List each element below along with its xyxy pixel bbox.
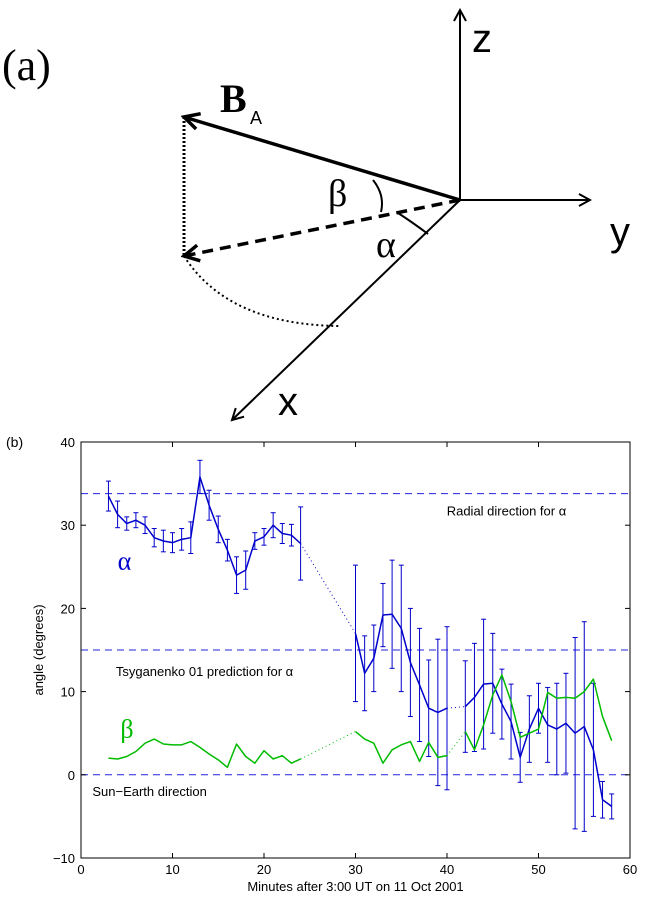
alpha-error-bar [215, 515, 221, 544]
b-vector-arrow [184, 117, 461, 202]
alpha-error-bar [151, 528, 157, 548]
x-axis-label: x [278, 380, 298, 424]
y-tick-label: −10 [53, 851, 75, 866]
alpha-error-bar [490, 632, 496, 734]
x-tick-label: 40 [440, 862, 454, 877]
alpha-error-bar [536, 682, 541, 734]
x-tick-label: 60 [623, 862, 637, 877]
y-tick-label: 0 [68, 768, 75, 783]
x-axis-title: Minutes after 3:00 UT on 11 Oct 2001 [247, 879, 463, 894]
alpha-error-bar [105, 480, 111, 512]
beta-series-label: β [120, 714, 133, 743]
alpha-error-bar [270, 512, 276, 539]
y-tick-label: 20 [61, 601, 75, 616]
x-tick-label: 0 [77, 862, 84, 877]
y-axis-label: y [610, 210, 630, 254]
alpha-error-bar [188, 521, 194, 554]
y-tick-label: 40 [61, 435, 75, 450]
alpha-error-bar [224, 538, 230, 562]
sun-earth-direction-label: Sun−Earth direction [92, 784, 207, 799]
x-axis-arrow [232, 199, 461, 420]
panel-a-label: (a) [2, 41, 51, 90]
alpha-error-bar [197, 459, 203, 495]
alpha-error-bar [362, 635, 368, 712]
alpha-error-bar [353, 564, 358, 703]
alpha-error-bar [609, 793, 615, 820]
beta-series-line [108, 738, 301, 769]
alpha-error-bar [380, 582, 386, 648]
alpha-error-bar [252, 532, 258, 550]
beta-series-line [464, 674, 613, 751]
projection-arrow [184, 198, 461, 256]
alpha-error-bar [581, 621, 587, 832]
beta-gap-connector [300, 731, 356, 760]
alpha-error-bar [389, 559, 395, 669]
alpha-error-bar [526, 695, 532, 763]
tsyganenko-prediction-label: Tsyganenko 01 prediction for α [116, 664, 294, 679]
panel-a-diagram: (a) z y x B A β α [2, 10, 630, 424]
x-tick-label: 50 [531, 862, 545, 877]
x-tick-label: 10 [165, 862, 179, 877]
alpha-error-bar [407, 607, 413, 718]
beta-gap-connector [446, 731, 466, 756]
alpha-error-bar [417, 627, 423, 743]
alpha-series-label: α [118, 546, 132, 575]
alpha-error-bar [206, 489, 212, 521]
alpha-error-bar [298, 506, 304, 581]
alpha-error-bar [371, 624, 377, 693]
alpha-error-bar [499, 668, 505, 740]
alpha-error-bar [288, 523, 294, 547]
alpha-error-bar [115, 500, 121, 529]
alpha-angle-arc [397, 212, 429, 235]
alpha-error-bar [435, 638, 441, 787]
beta-label: β [328, 173, 347, 215]
alpha-gap-connector [446, 706, 466, 709]
alpha-error-bar [133, 512, 139, 529]
alpha-error-bar [170, 532, 175, 554]
alpha-error-bar [398, 564, 404, 693]
alpha-error-bar [279, 523, 285, 545]
alpha-error-bar [508, 683, 514, 760]
projection-arc [183, 255, 341, 327]
alpha-error-bar [471, 642, 477, 753]
data-series [105, 459, 615, 832]
alpha-label: α [376, 224, 396, 266]
alpha-error-bar [243, 550, 249, 590]
y-tick-label: 30 [61, 518, 75, 533]
radial-direction-label: Radial direction for α [447, 504, 567, 519]
x-tick-label: 30 [348, 862, 362, 877]
z-axis-label: z [472, 17, 492, 61]
alpha-error-bar [590, 682, 596, 817]
alpha-gap-connector [300, 543, 356, 634]
b-vector-subscript: A [250, 108, 262, 128]
alpha-error-bar [545, 686, 551, 763]
reference-lines [81, 493, 630, 776]
alpha-error-bar [124, 516, 130, 531]
alpha-error-bar [481, 618, 487, 750]
alpha-error-bar [426, 659, 432, 757]
alpha-error-bar [600, 780, 606, 819]
alpha-error-bar [261, 528, 267, 546]
alpha-error-bar [572, 637, 578, 830]
alpha-error-bar [179, 528, 185, 551]
alpha-error-bar [160, 529, 166, 553]
beta-series-line [355, 730, 448, 764]
alpha-error-bar [444, 626, 450, 791]
y-axis-title: angle (degrees) [31, 604, 46, 695]
y-tick-label: 10 [61, 685, 75, 700]
alpha-error-bar [234, 556, 240, 594]
alpha-error-bar [142, 516, 148, 535]
alpha-error-bar [563, 672, 569, 774]
alpha-series-line [107, 476, 302, 576]
b-vector-label: B [220, 76, 247, 121]
beta-angle-arc [372, 179, 383, 213]
alpha-error-bar [462, 660, 468, 753]
x-tick-label: 20 [257, 862, 271, 877]
panel-b-label: (b) [6, 434, 23, 450]
